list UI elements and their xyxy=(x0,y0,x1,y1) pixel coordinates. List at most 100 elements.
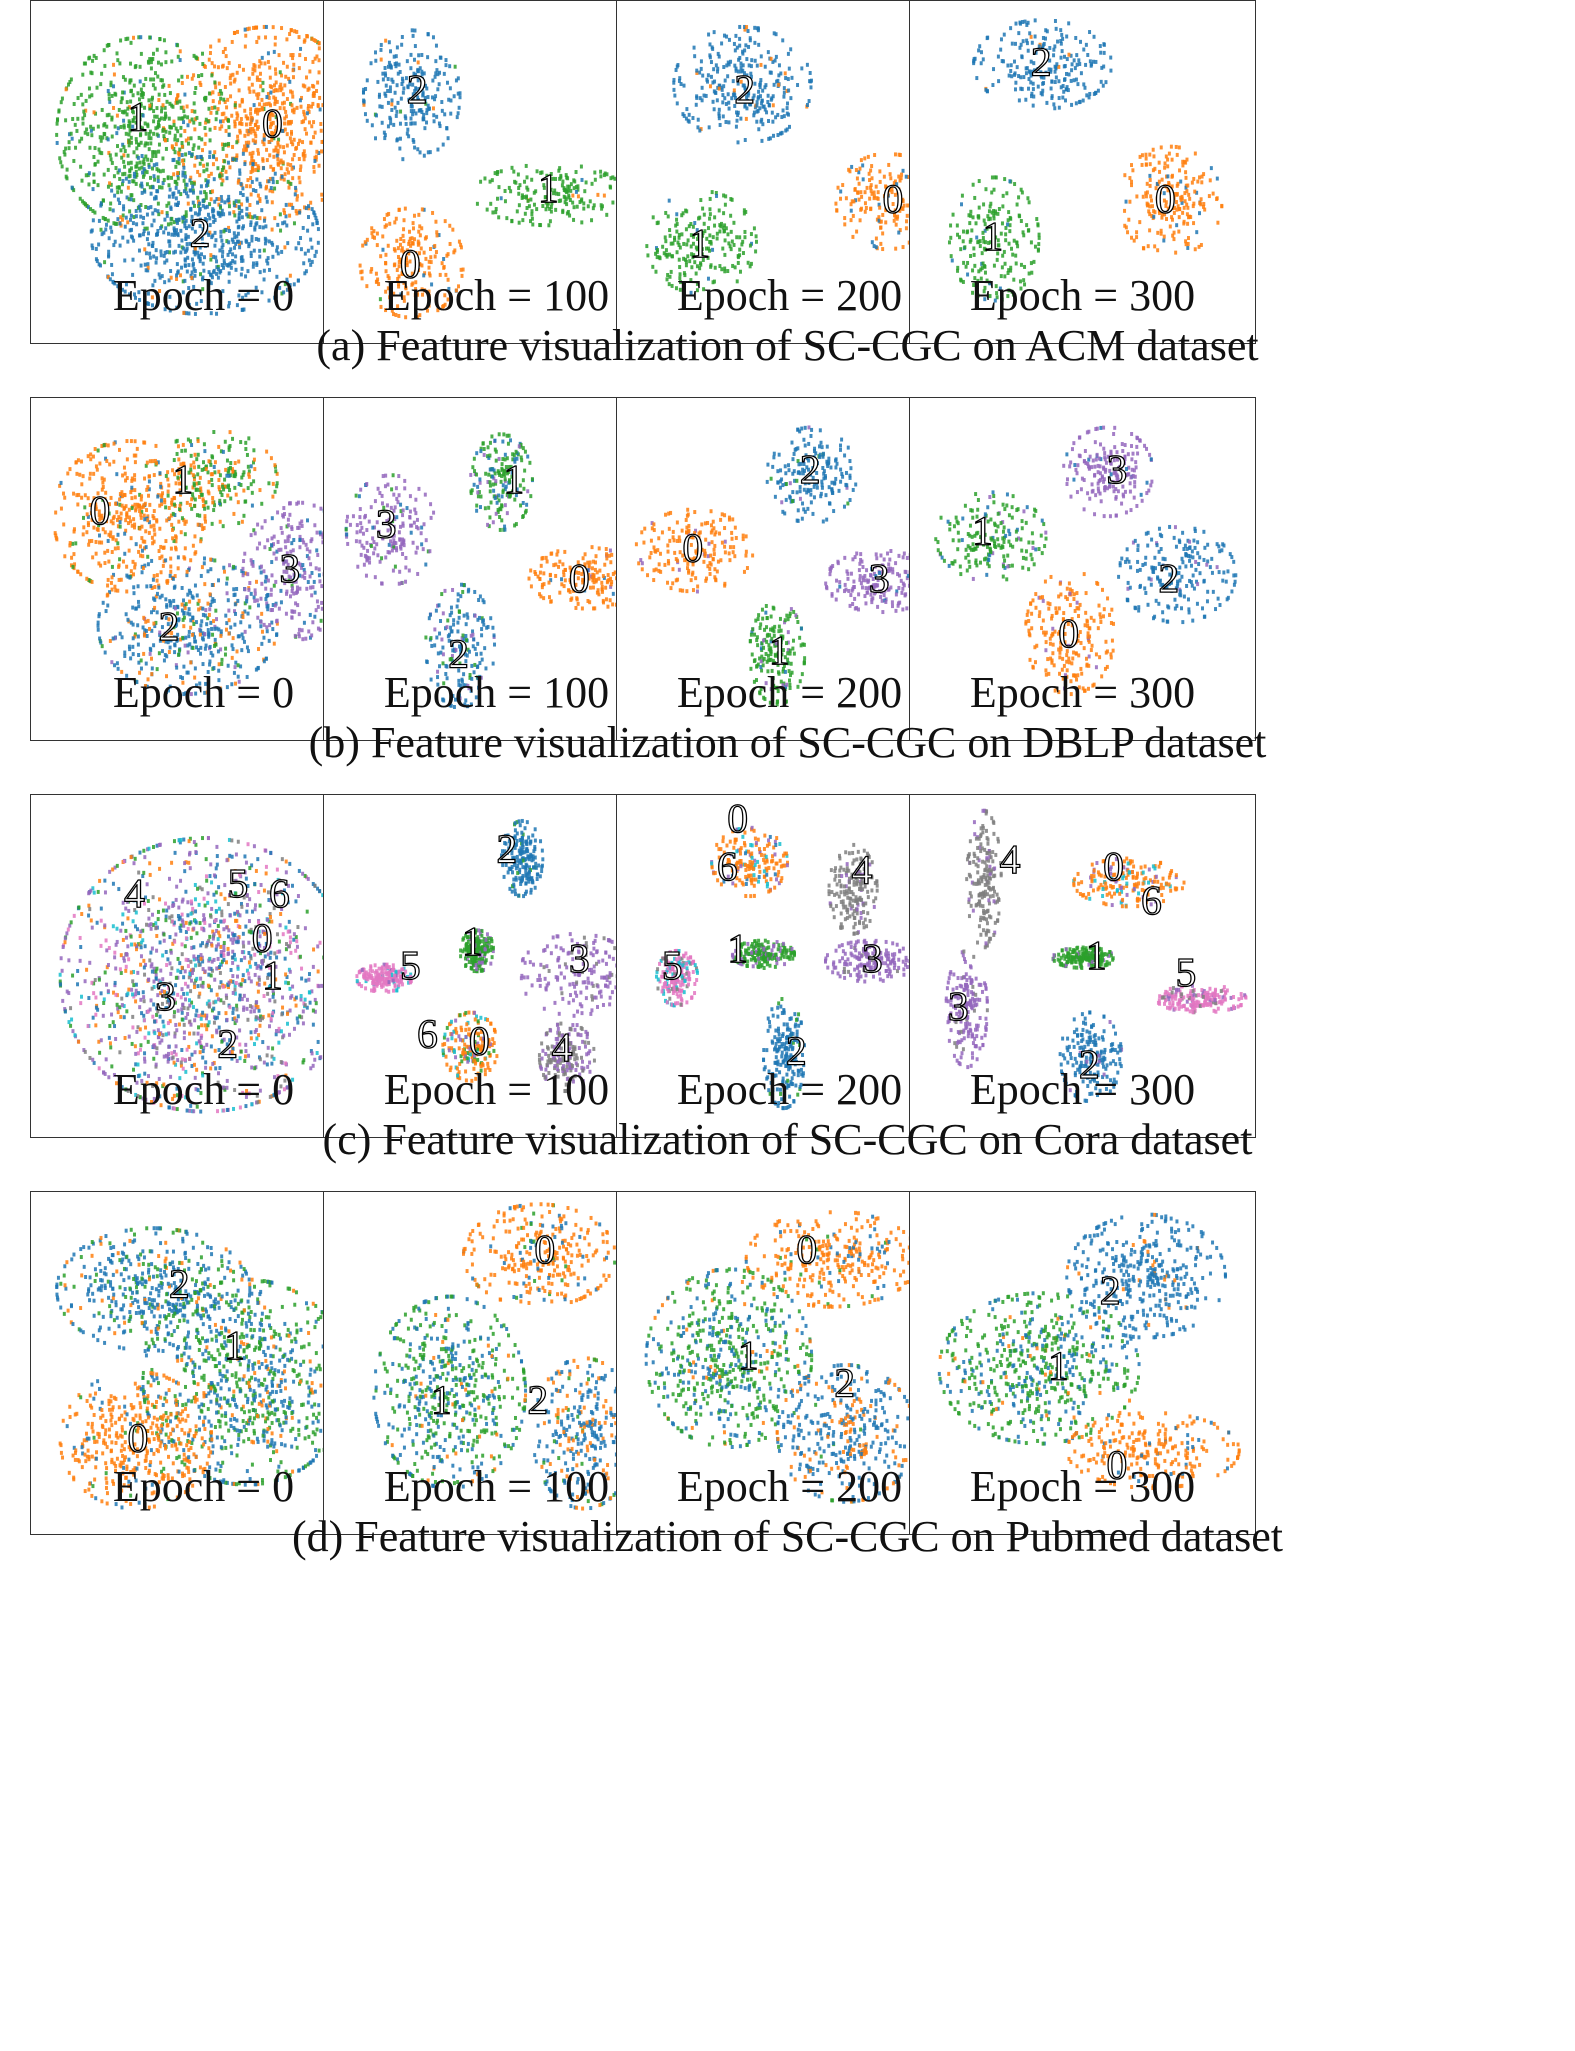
data-point xyxy=(120,494,124,499)
data-point xyxy=(135,146,139,151)
data-point xyxy=(139,658,143,663)
data-point xyxy=(158,632,162,637)
data-point xyxy=(722,33,726,38)
data-point xyxy=(276,162,280,167)
data-point xyxy=(89,452,93,457)
data-point xyxy=(291,176,295,181)
data-point xyxy=(768,136,772,141)
data-point xyxy=(92,172,96,177)
data-point xyxy=(298,168,302,172)
data-point xyxy=(192,181,196,186)
data-point xyxy=(456,111,460,116)
data-point xyxy=(404,76,408,81)
data-point xyxy=(299,247,303,252)
data-point xyxy=(1031,103,1035,108)
data-point xyxy=(387,60,391,65)
data-point xyxy=(245,206,249,211)
data-point xyxy=(708,248,712,253)
data-point xyxy=(116,144,119,149)
data-point xyxy=(1144,152,1148,157)
data-point xyxy=(125,589,129,594)
data-point xyxy=(142,215,146,220)
data-point xyxy=(427,106,431,111)
data-point xyxy=(384,83,388,88)
data-point xyxy=(197,211,201,216)
data-point xyxy=(1031,87,1035,92)
data-point xyxy=(233,461,237,466)
data-point xyxy=(1044,48,1048,53)
data-point xyxy=(263,236,267,241)
data-point xyxy=(1041,81,1045,86)
data-point xyxy=(190,109,194,114)
data-point xyxy=(156,189,160,194)
data-point xyxy=(241,151,245,156)
data-point xyxy=(117,563,121,568)
data-point xyxy=(132,238,136,243)
data-point xyxy=(1024,71,1028,76)
data-point xyxy=(411,92,415,97)
data-point xyxy=(166,640,170,645)
data-point xyxy=(413,293,417,298)
data-point xyxy=(193,583,197,588)
data-point xyxy=(199,628,203,633)
data-point xyxy=(233,213,237,218)
data-point xyxy=(116,517,119,522)
data-point xyxy=(198,475,202,480)
data-point xyxy=(152,163,156,168)
data-point xyxy=(1069,53,1073,58)
data-point xyxy=(150,610,153,615)
data-point xyxy=(221,146,225,151)
data-point xyxy=(116,126,120,131)
data-point xyxy=(262,166,266,171)
data-point xyxy=(176,176,180,181)
data-point xyxy=(215,197,219,202)
data-point xyxy=(243,499,247,504)
data-point xyxy=(693,260,697,265)
data-point xyxy=(314,38,318,43)
data-point xyxy=(92,516,96,521)
data-point xyxy=(1172,195,1176,200)
data-point xyxy=(870,191,874,196)
data-point xyxy=(1138,154,1142,159)
data-point xyxy=(193,109,197,114)
data-point xyxy=(201,612,205,617)
data-point xyxy=(306,103,310,108)
data-point xyxy=(206,632,210,637)
data-point xyxy=(249,254,253,258)
data-point xyxy=(1009,69,1013,73)
data-point xyxy=(155,519,159,524)
data-point xyxy=(170,216,174,221)
data-point xyxy=(365,118,369,123)
data-point xyxy=(723,96,727,101)
data-point xyxy=(879,225,883,230)
data-point xyxy=(233,602,237,607)
data-point xyxy=(140,510,144,515)
data-point xyxy=(111,208,115,213)
data-point xyxy=(706,226,710,231)
data-point xyxy=(1029,73,1033,78)
data-point xyxy=(411,96,415,101)
data-point xyxy=(1175,152,1179,157)
data-point xyxy=(168,294,172,299)
data-point xyxy=(246,143,250,148)
data-point xyxy=(131,622,135,627)
data-point xyxy=(1063,77,1066,82)
data-point xyxy=(227,618,231,623)
data-point xyxy=(159,62,163,67)
data-point xyxy=(394,54,398,59)
data-point xyxy=(169,638,173,643)
data-point xyxy=(239,117,243,121)
data-point xyxy=(137,248,141,253)
data-point xyxy=(969,213,973,218)
data-point xyxy=(739,61,743,66)
data-point xyxy=(1101,83,1105,88)
data-point xyxy=(260,208,264,213)
data-point xyxy=(199,573,203,578)
data-point xyxy=(786,77,790,82)
data-point xyxy=(673,235,677,240)
data-point xyxy=(1064,98,1067,103)
data-point xyxy=(1162,191,1166,196)
data-point xyxy=(531,222,535,227)
data-point xyxy=(227,132,231,137)
data-point xyxy=(995,295,999,300)
